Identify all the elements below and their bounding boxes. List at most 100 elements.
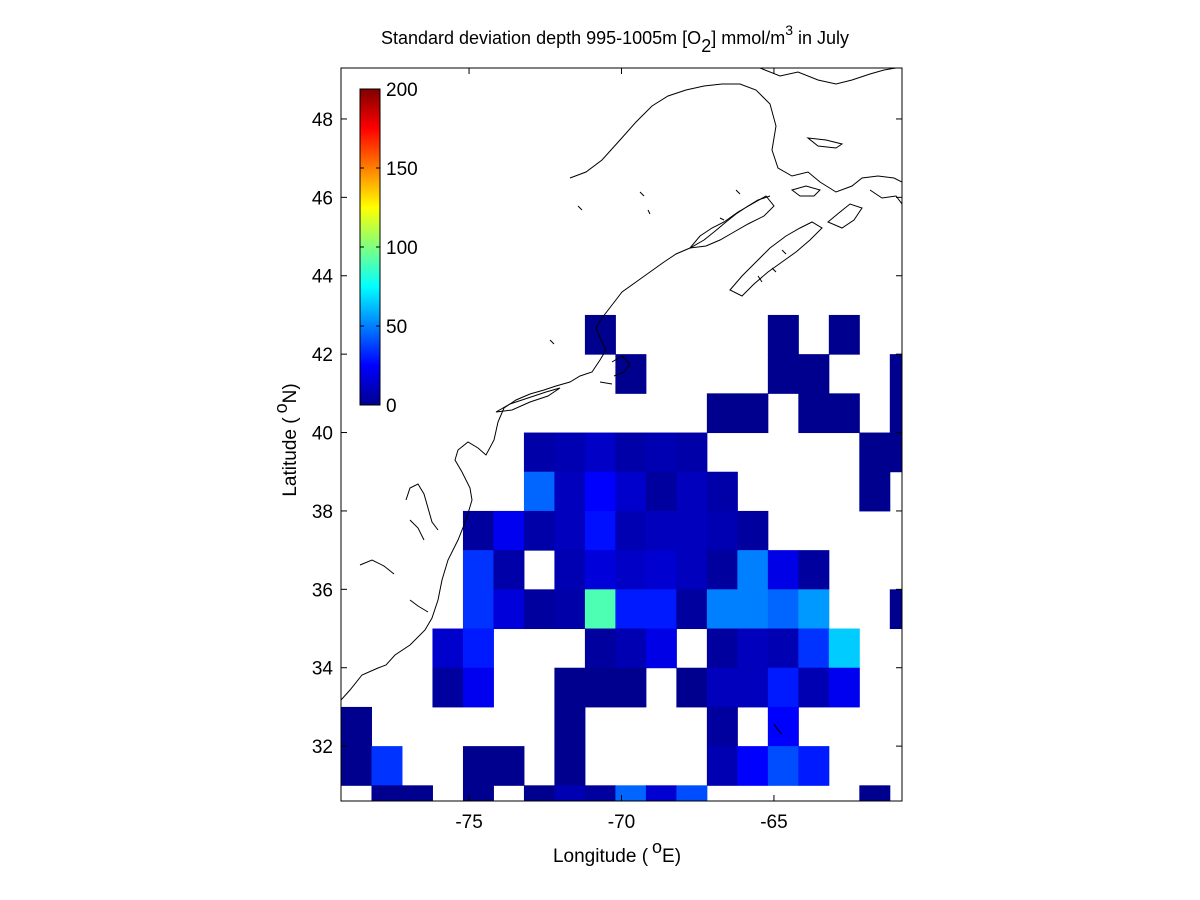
heatmap-cell: [615, 785, 647, 801]
colorbar-tick-label: 0: [386, 396, 397, 417]
heatmap-cell: [493, 510, 525, 551]
heatmap-cell: [341, 746, 372, 786]
coastline-us-east: [341, 195, 771, 701]
heatmap-cell: [737, 628, 769, 669]
heatmap-cell: [462, 550, 494, 590]
heatmap-cell: [798, 667, 830, 708]
heatmap-cells: [341, 314, 902, 801]
heatmap-cell: [737, 550, 769, 590]
heatmap-cell: [798, 746, 830, 786]
heatmap-cell: [798, 628, 830, 669]
heatmap-cell: [676, 550, 708, 590]
heatmap-cell: [767, 314, 799, 355]
heatmap-cell: [676, 667, 708, 708]
y-tick-label: 32: [312, 737, 333, 758]
title-superscript: 3: [785, 22, 793, 38]
heatmap-cell: [523, 510, 555, 551]
coastline-long-island: [495, 387, 561, 413]
y-tick-label: 48: [312, 110, 333, 131]
x-axis-label-degree: o: [652, 837, 662, 857]
heatmap-cell: [706, 510, 738, 551]
heatmap-cell: [554, 667, 586, 708]
heatmap-cell: [737, 393, 769, 434]
coastline-nova-scotia: [729, 221, 823, 297]
colorbar-tick-label: 50: [386, 317, 407, 338]
heatmap-cell: [493, 746, 525, 786]
heatmap-cell: [645, 628, 677, 669]
heatmap-cell: [584, 471, 616, 512]
heatmap-cell: [767, 667, 799, 708]
y-axis-label-suffix: N): [280, 383, 301, 403]
map-plot-area: [341, 68, 902, 801]
heatmap-cell: [859, 785, 891, 801]
heatmap-cell: [523, 589, 555, 630]
heatmap-cell: [645, 432, 677, 473]
heatmap-cell: [615, 628, 647, 669]
heatmap-cell: [889, 393, 902, 434]
heatmap-cell: [676, 589, 708, 630]
heatmap-cell: [645, 785, 677, 801]
y-axis-label-prefix: Latitude (: [280, 417, 301, 497]
heatmap-cell: [493, 550, 525, 590]
colorbar: 0 50 100 150 200: [359, 80, 418, 417]
heatmap-cell: [462, 589, 494, 630]
coastline: [341, 68, 902, 735]
heatmap-cell: [584, 667, 616, 708]
y-tick-label: 42: [312, 345, 333, 366]
coastline-islands: [549, 189, 787, 735]
heatmap-cell: [767, 589, 799, 630]
heatmap-cell: [615, 354, 647, 394]
heatmap-cell: [645, 550, 677, 590]
chart-title: Standard deviation depth 995-1005m [O2] …: [381, 22, 849, 56]
heatmap-cell: [584, 628, 616, 669]
y-axis-label-degree: o: [271, 403, 291, 413]
heatmap-cell: [706, 628, 738, 669]
heatmap-cell: [798, 354, 830, 394]
heatmap-cell: [676, 432, 708, 473]
heatmap-cell: [706, 550, 738, 590]
heatmap-cell: [341, 706, 372, 747]
colorbar-tick-label: 100: [386, 238, 418, 259]
heatmap-cell: [615, 471, 647, 512]
x-axis-label: Longitude (oE): [553, 837, 681, 867]
heatmap-cell: [371, 785, 403, 801]
heatmap-cell: [432, 667, 464, 708]
heatmap-cell: [554, 471, 586, 512]
heatmap-cell: [554, 706, 586, 747]
x-tick-label: -65: [760, 812, 787, 833]
heatmap-cell: [523, 785, 555, 801]
heatmap-cell: [828, 667, 860, 708]
colorbar-ticks: 0 50 100 150 200: [360, 80, 418, 417]
heatmap-cell: [706, 393, 738, 434]
heatmap-cell: [615, 667, 647, 708]
heatmap-cell: [737, 667, 769, 708]
heatmap-cell: [737, 746, 769, 786]
coastline-anticosti: [806, 137, 844, 149]
heatmap-cell: [889, 589, 902, 630]
coastline-gulf-st-lawrence: [569, 83, 902, 193]
heatmap-cell: [554, 589, 586, 630]
heatmap-cell: [371, 746, 403, 786]
axis-tick-labels: -75 -70 -65 32 34 36 38 40 42 44 46 48: [312, 110, 788, 833]
heatmap-cell: [584, 589, 616, 630]
heatmap-cell: [462, 510, 494, 551]
heatmap-cell: [767, 628, 799, 669]
heatmap-cell: [554, 550, 586, 590]
title-middle: ] mmol/m: [711, 28, 785, 48]
heatmap-cell: [798, 550, 830, 590]
heatmap-cell: [584, 510, 616, 551]
heatmap-cell: [554, 432, 586, 473]
heatmap-cell: [645, 510, 677, 551]
title-prefix: Standard deviation depth 995-1005m [O: [381, 28, 701, 48]
heatmap-cell: [523, 471, 555, 512]
heatmap-cell: [615, 432, 647, 473]
heatmap-cell: [584, 432, 616, 473]
y-tick-label: 38: [312, 502, 333, 523]
heatmap-cell: [584, 550, 616, 590]
heatmap-cell: [401, 785, 433, 801]
heatmap-cell: [615, 510, 647, 551]
x-axis-label-prefix: Longitude (: [553, 846, 649, 867]
coastline-pei: [790, 185, 821, 197]
heatmap-cell: [889, 432, 902, 473]
heatmap-cell: [676, 471, 708, 512]
